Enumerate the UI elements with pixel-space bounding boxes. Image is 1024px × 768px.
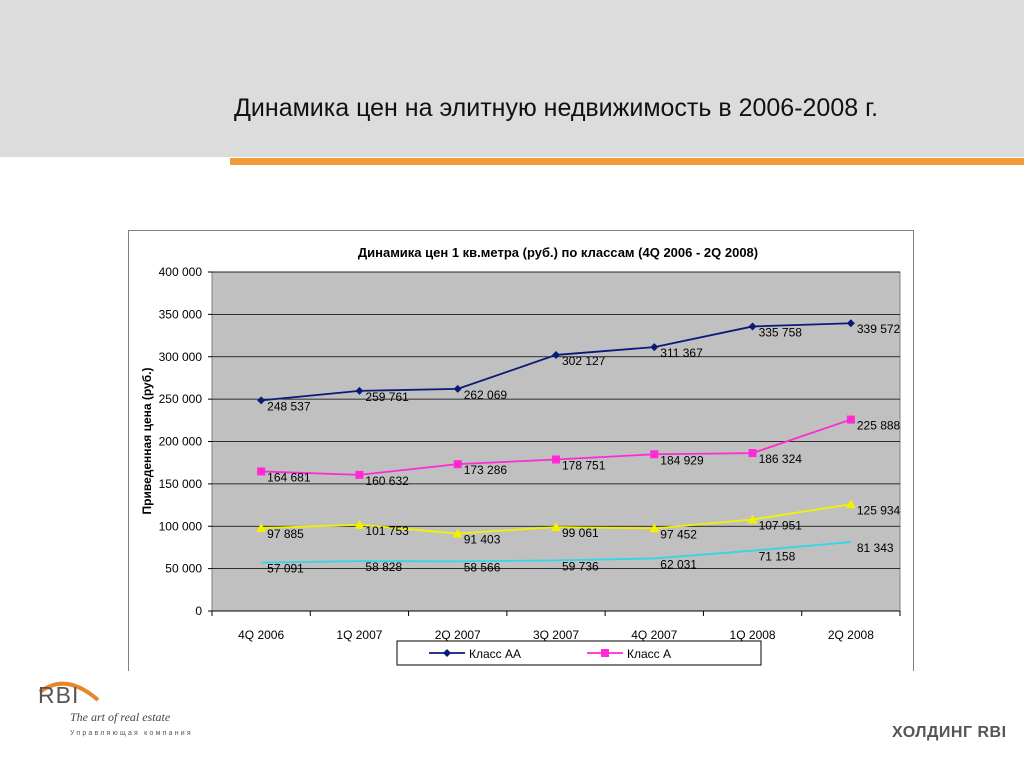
y-tick-label: 100 000 — [159, 519, 203, 533]
x-tick-label: 1Q 2007 — [336, 628, 382, 642]
data-label: 225 888 — [857, 419, 901, 433]
data-label: 311 367 — [660, 346, 703, 360]
data-label: 81 343 — [857, 541, 894, 555]
data-label: 339 572 — [857, 322, 901, 336]
x-tick-label: 3Q 2007 — [533, 628, 579, 642]
y-tick-label: 250 000 — [159, 392, 203, 406]
data-point — [354, 519, 365, 529]
data-label: 160 632 — [365, 474, 409, 488]
data-point — [552, 455, 560, 464]
logo-arc-icon — [38, 681, 100, 702]
data-label: 335 758 — [759, 325, 803, 339]
y-axis-label: Приведенная цена (руб.) — [140, 368, 154, 515]
x-tick-label: 2Q 2007 — [435, 628, 481, 642]
line-chart: Динамика цен 1 кв.метра (руб.) по класса… — [140, 245, 901, 666]
y-tick-label: 50 000 — [165, 562, 202, 576]
data-point — [650, 450, 659, 459]
chart-frame: Динамика цен 1 кв.метра (руб.) по класса… — [128, 230, 914, 671]
data-label: 101 753 — [365, 524, 409, 538]
data-label: 58 566 — [464, 560, 501, 574]
data-point — [355, 470, 364, 479]
legend-label: Класс A — [627, 647, 671, 661]
data-point — [453, 460, 462, 469]
y-tick-label: 200 000 — [159, 435, 203, 449]
data-label: 259 761 — [365, 390, 409, 404]
y-tick-label: 350 000 — [159, 307, 203, 321]
logo-tagline: The art of real estate — [70, 710, 171, 724]
x-tick-label: 4Q 2007 — [631, 628, 677, 642]
data-label: 59 736 — [562, 559, 599, 573]
data-point — [551, 522, 561, 532]
logo-text: RBI — [38, 682, 80, 708]
data-point — [846, 415, 855, 424]
y-tick-label: 300 000 — [159, 350, 203, 364]
data-label: 62 031 — [660, 557, 697, 571]
chart-title: Динамика цен 1 кв.метра (руб.) по класса… — [358, 245, 758, 260]
data-label: 302 127 — [562, 354, 606, 368]
data-label: 164 681 — [267, 470, 311, 484]
data-point — [748, 449, 757, 458]
y-tick-label: 150 000 — [159, 477, 203, 491]
data-point — [552, 350, 560, 359]
series-line-3 — [261, 541, 851, 564]
y-tick-label: 400 000 — [159, 265, 203, 279]
company-logo: RBI The art of real estate Управляющая к… — [36, 678, 196, 748]
legend-label: Класс AA — [469, 647, 521, 661]
x-tick-label: 2Q 2008 — [828, 628, 874, 642]
data-label: 58 828 — [365, 560, 402, 574]
data-point — [649, 523, 660, 533]
data-label: 71 158 — [759, 550, 796, 564]
legend-marker — [443, 649, 451, 657]
holding-label: ХОЛДИНГ RBI — [892, 724, 1007, 741]
data-point — [748, 322, 757, 331]
logo-subtitle: Управляющая компания — [70, 730, 193, 737]
data-point — [747, 514, 758, 524]
data-label: 91 403 — [464, 533, 501, 547]
data-label: 184 929 — [660, 453, 704, 467]
data-point — [846, 319, 855, 328]
y-tick-label: 0 — [195, 604, 202, 618]
data-point — [355, 386, 364, 395]
header-band — [0, 0, 1024, 157]
data-point — [453, 384, 462, 393]
data-label: 262 069 — [464, 388, 508, 402]
data-label: 173 286 — [464, 463, 508, 477]
data-label: 97 452 — [660, 527, 697, 541]
slide-title: Динамика цен на элитную недвижимость в 2… — [234, 94, 879, 122]
data-label: 99 061 — [562, 526, 599, 540]
legend-marker — [601, 649, 609, 657]
data-label: 186 324 — [759, 452, 803, 466]
data-point — [452, 528, 463, 538]
data-label: 248 537 — [267, 399, 311, 413]
x-tick-label: 1Q 2008 — [730, 628, 776, 642]
data-point — [256, 523, 267, 533]
x-tick-label: 4Q 2006 — [238, 628, 284, 642]
data-label: 125 934 — [857, 503, 901, 517]
data-label: 178 751 — [562, 459, 606, 473]
data-point — [257, 467, 266, 476]
data-point — [650, 343, 659, 352]
data-point — [845, 499, 856, 509]
accent-rule — [230, 158, 1024, 165]
data-label: 107 951 — [759, 519, 803, 533]
data-label: 97 885 — [267, 527, 304, 541]
data-point — [257, 396, 266, 405]
data-label: 57 091 — [267, 562, 304, 576]
